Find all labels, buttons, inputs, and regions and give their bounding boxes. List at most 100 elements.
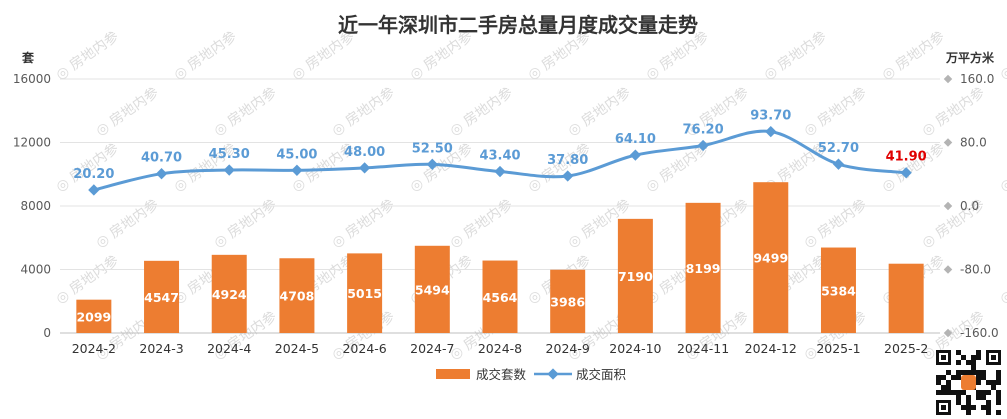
qr-module (956, 360, 961, 365)
qr-module (966, 410, 971, 415)
bar-value-label: 4924 (212, 287, 247, 302)
line-value-label: 43.40 (479, 149, 520, 164)
x-tick-label: 2025-2 (884, 341, 928, 356)
legend-line-label: 成交面积 (576, 367, 626, 382)
line-point (88, 184, 100, 196)
qr-module (996, 380, 1001, 385)
bar (753, 182, 789, 333)
line-point (765, 125, 777, 138)
left-tick-label: 16000 (13, 72, 51, 86)
qr-module (936, 375, 941, 380)
left-tick-label: 0 (43, 326, 51, 340)
right-tick-marker (943, 74, 953, 84)
qr-module (976, 370, 981, 375)
line-point (832, 158, 845, 170)
bar (211, 254, 247, 333)
right-tick-label: 160.0 (960, 72, 994, 86)
watermark-text: ◎ 房地内参 (329, 196, 398, 252)
qr-module (966, 360, 971, 365)
qr-finder-core (991, 355, 996, 360)
watermark-text: ◎ 房地内参 (879, 28, 948, 84)
bar (414, 245, 450, 333)
qr-module (956, 395, 961, 400)
qr-module (936, 380, 941, 385)
watermark-text: ◎ 房地内参 (879, 140, 948, 196)
qr-code (936, 350, 1001, 415)
line-series: 20.20 40.70 45.30 45.00 48.00 52.50 43.40 37.80… (73, 109, 927, 196)
right-tick-marker (943, 138, 953, 147)
right-axis-unit: 万平方米 (945, 50, 995, 65)
right-tick-marker (943, 201, 953, 211)
bar-value-label: 9499 (753, 251, 788, 266)
qr-module (976, 395, 981, 400)
qr-module (976, 355, 981, 360)
left-tick-label: 12000 (13, 136, 51, 150)
bar (76, 299, 112, 333)
left-tick-label: 8000 (20, 199, 51, 213)
qr-module (961, 370, 966, 375)
x-tick-label: 2024-12 (745, 341, 797, 356)
qr-module (986, 380, 991, 385)
x-tick-label: 2024-11 (677, 341, 729, 356)
line-value-label: 64.10 (615, 132, 656, 147)
qr-finder-core (941, 355, 946, 360)
bar (347, 253, 383, 333)
qr-module (996, 370, 1001, 375)
bar-value-label: 5494 (415, 282, 450, 297)
watermark-text: ◎ 房地内参 (211, 84, 280, 140)
watermark-text: ◎ 房地内参 (761, 28, 830, 84)
x-tick-label: 2024-3 (139, 341, 183, 356)
watermark-text: ◎ 房地内参 (211, 196, 280, 252)
qr-module (946, 385, 951, 390)
legend-bar-label: 成交套数 (476, 367, 527, 382)
qr-logo (961, 375, 976, 390)
qr-module (981, 390, 986, 395)
line-value-label: 37.80 (547, 153, 588, 168)
line-point (629, 149, 642, 161)
legend-bar-swatch (436, 369, 470, 379)
qr-module (971, 355, 976, 360)
watermark-text: ◎ 房地内参 (171, 28, 240, 84)
bar-value-label: 8199 (686, 261, 721, 276)
x-tick-label: 2024-6 (342, 341, 386, 356)
bar (888, 263, 924, 333)
qr-module (991, 385, 996, 390)
qr-module (966, 405, 971, 410)
line-value-label: 76.20 (683, 123, 724, 138)
qr-module (966, 395, 971, 400)
legend: 成交套数 成交面积 (436, 367, 626, 382)
bar-value-label: 3986 (550, 294, 585, 309)
line-value-label: 20.20 (73, 167, 114, 182)
watermark-text: ◎ 房地内参 (329, 84, 398, 140)
watermark-text: ◎ 房地内参 (997, 252, 1007, 308)
qr-module (986, 400, 991, 405)
right-tick-marker (943, 328, 953, 338)
watermark-layer: ◎ 房地内参 ◎ 房地内参 ◎ 房地内参 ◎ 房地内参 ◎ 房地内参 ◎ 房地内参 ◎ 房地… (53, 28, 1007, 364)
line-point (223, 164, 235, 176)
bar (550, 269, 586, 333)
watermark-text: ◎ 房地内参 (997, 28, 1007, 84)
line-point (494, 165, 506, 178)
qr-finder-core (941, 405, 946, 410)
qr-module (976, 390, 981, 395)
bar-value-label: 4365 (889, 242, 924, 257)
qr-module (961, 390, 966, 395)
line-point (358, 162, 371, 174)
qr-module (966, 370, 971, 375)
qr-module (981, 375, 986, 380)
bar (617, 218, 653, 333)
bar-value-label: 5015 (347, 286, 382, 301)
qr-module (976, 350, 981, 355)
qr-module (946, 380, 951, 385)
line-point (697, 139, 709, 152)
bar (144, 260, 180, 333)
bar (279, 258, 315, 333)
watermark-text: ◎ 房地内参 (53, 252, 122, 308)
qr-module (981, 370, 986, 375)
qr-module (991, 380, 996, 385)
watermark-text: ◎ 房地内参 (997, 140, 1007, 196)
line-value-label: 52.50 (412, 141, 453, 156)
line-value-label: 41.90 (886, 150, 927, 165)
qr-module (946, 370, 951, 375)
qr-module (981, 405, 986, 410)
